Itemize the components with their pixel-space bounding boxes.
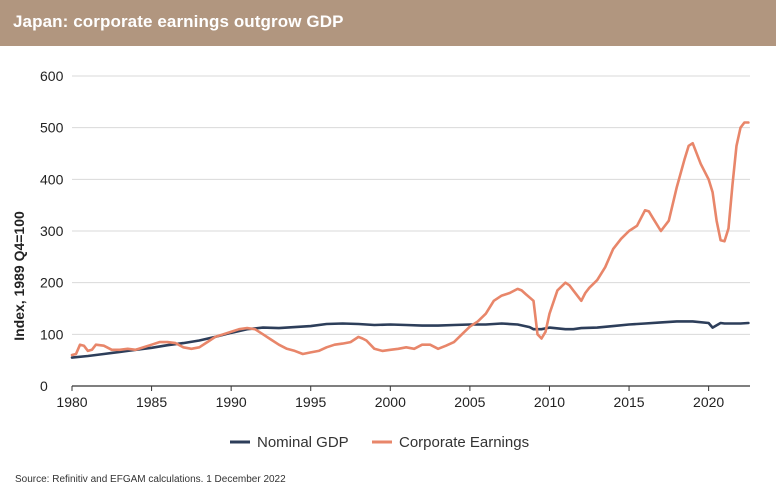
title-banner: Japan: corporate earnings outgrow GDP: [0, 0, 776, 46]
y-axis-ticks: 0 100 200 300 400 500 600: [40, 68, 64, 394]
x-tick-label: 2015: [613, 394, 644, 410]
y-tick-label: 100: [40, 326, 64, 342]
y-tick-label: 600: [40, 68, 64, 84]
legend-item-corporate-earnings-label: Corporate Earnings: [399, 434, 529, 451]
y-axis-label: Index, 1989 Q4=100: [11, 211, 27, 341]
y-tick-label: 400: [40, 171, 64, 187]
chart-title: Japan: corporate earnings outgrow GDP: [13, 12, 344, 31]
y-tick-label: 500: [40, 120, 64, 136]
x-tick-label: 1980: [56, 394, 87, 410]
x-tick-label: 1985: [136, 394, 167, 410]
series-line-nominal-gdp: [70, 320, 750, 359]
x-tick-label: 2005: [454, 394, 485, 410]
x-tick-label: 1990: [216, 394, 247, 410]
chart-area: 0 100 200 300 400 500 600 1980 1985 1990 1995 2000…: [11, 68, 750, 451]
y-tick-label: 200: [40, 275, 64, 291]
gridlines: [72, 75, 750, 335]
x-tick-label: 2020: [693, 394, 724, 410]
series-line-corporate-earnings: [70, 121, 750, 357]
y-tick-label: 300: [40, 223, 64, 239]
source-note: Source: Refinitiv and EFGAM calculations…: [15, 474, 286, 485]
legend: Nominal GDP Corporate Earnings: [230, 434, 529, 451]
x-tick-label: 2010: [534, 394, 565, 410]
legend-item-nominal-gdp-label: Nominal GDP: [257, 434, 349, 451]
x-tick-label: 2000: [375, 394, 406, 410]
x-tick-label: 1995: [295, 394, 326, 410]
x-axis-ticks: 1980 1985 1990 1995 2000 2005 2010 2015 2020: [56, 386, 724, 410]
series-lines: [70, 121, 750, 359]
y-tick-label: 0: [40, 378, 48, 394]
